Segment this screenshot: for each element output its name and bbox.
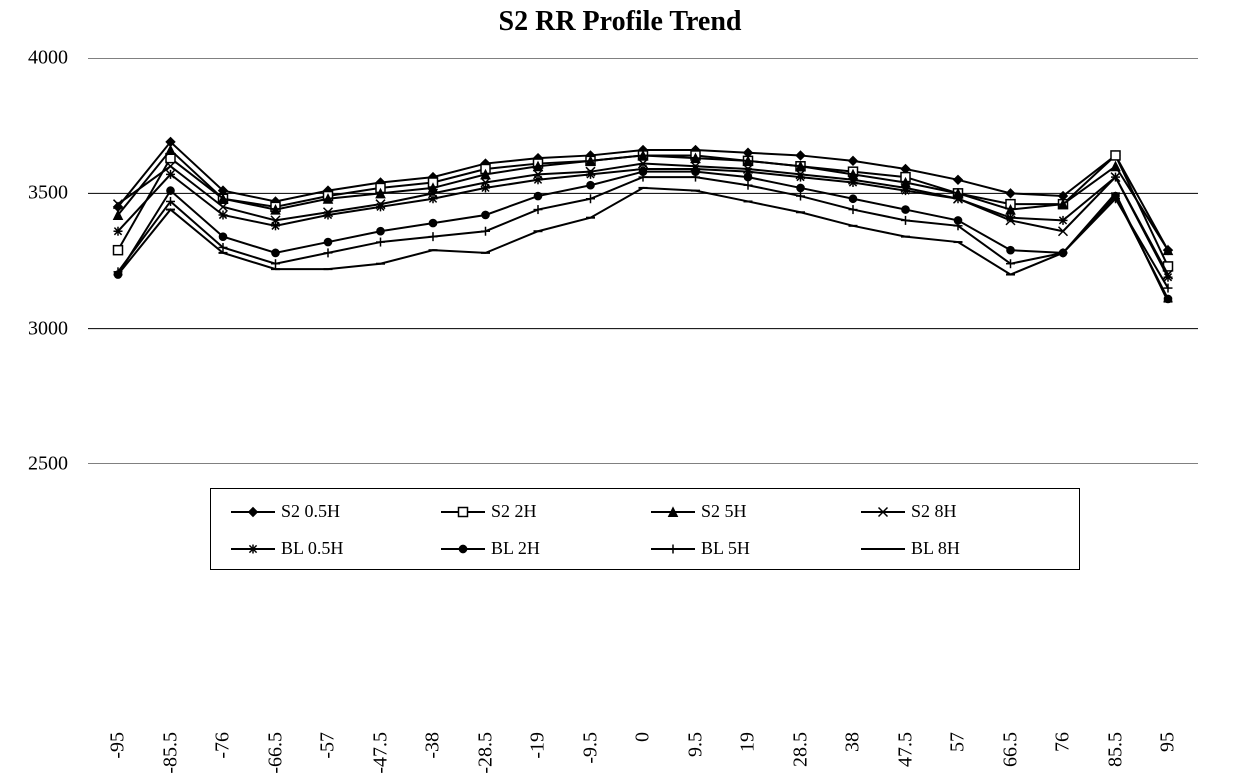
legend-label: BL 0.5H <box>281 538 343 559</box>
x-tick-label: 76 <box>1052 732 1075 752</box>
x-tick-label: -85.5 <box>159 732 182 774</box>
x-tick-label: 19 <box>737 732 760 752</box>
legend-marker-icon <box>439 540 487 558</box>
x-tick-label: 57 <box>947 732 970 752</box>
legend-item: BL 2H <box>439 538 641 559</box>
legend-item: BL 5H <box>649 538 851 559</box>
x-tick-label: -47.5 <box>369 732 392 774</box>
line-chart-svg <box>88 58 1198 464</box>
legend-marker-icon <box>859 503 907 521</box>
x-tick-label: -57 <box>317 732 340 759</box>
legend-item: S2 0.5H <box>229 501 431 522</box>
legend-item: BL 0.5H <box>229 538 431 559</box>
x-tick-label: 9.5 <box>684 732 707 757</box>
x-tick-label: -76 <box>212 732 235 759</box>
legend-marker-icon <box>859 540 907 558</box>
x-tick-label: -38 <box>422 732 445 759</box>
x-tick-label: -95 <box>107 732 130 759</box>
legend-marker-icon <box>229 540 277 558</box>
legend-label: S2 5H <box>701 501 747 522</box>
legend-marker-icon <box>649 540 697 558</box>
legend-label: S2 0.5H <box>281 501 340 522</box>
legend-label: BL 8H <box>911 538 960 559</box>
legend-item: S2 8H <box>859 501 1061 522</box>
plot-area <box>88 58 1198 464</box>
legend-marker-icon <box>439 503 487 521</box>
chart-title: S2 RR Profile Trend <box>0 6 1240 38</box>
x-tick-label: 47.5 <box>894 732 917 767</box>
legend-marker-icon <box>229 503 277 521</box>
x-tick-label: -66.5 <box>264 732 287 774</box>
x-axis-labels: -95-85.5-76-66.5-57-47.5-38-28.5-19-9.50… <box>88 672 1198 742</box>
x-tick-label: 66.5 <box>999 732 1022 767</box>
y-tick-label: 3500 <box>28 182 68 205</box>
legend: S2 0.5H S2 2H S2 5H S2 8H BL 0.5H BL 2H BL 5H B… <box>210 488 1080 570</box>
legend-label: BL 2H <box>491 538 540 559</box>
y-tick-label: 4000 <box>28 47 68 70</box>
y-tick-label: 3000 <box>28 317 68 340</box>
x-tick-label: 85.5 <box>1104 732 1127 767</box>
legend-marker-icon <box>649 503 697 521</box>
x-tick-label: 28.5 <box>789 732 812 767</box>
x-tick-label: -9.5 <box>579 732 602 764</box>
x-tick-label: 95 <box>1157 732 1180 752</box>
legend-label: S2 8H <box>911 501 957 522</box>
x-tick-label: 0 <box>632 732 655 742</box>
legend-item: BL 8H <box>859 538 1061 559</box>
legend-label: S2 2H <box>491 501 537 522</box>
legend-item: S2 5H <box>649 501 851 522</box>
legend-item: S2 2H <box>439 501 641 522</box>
legend-label: BL 5H <box>701 538 750 559</box>
x-tick-label: -28.5 <box>474 732 497 774</box>
x-tick-label: 38 <box>842 732 865 752</box>
x-tick-label: -19 <box>527 732 550 759</box>
y-tick-label: 2500 <box>28 453 68 476</box>
